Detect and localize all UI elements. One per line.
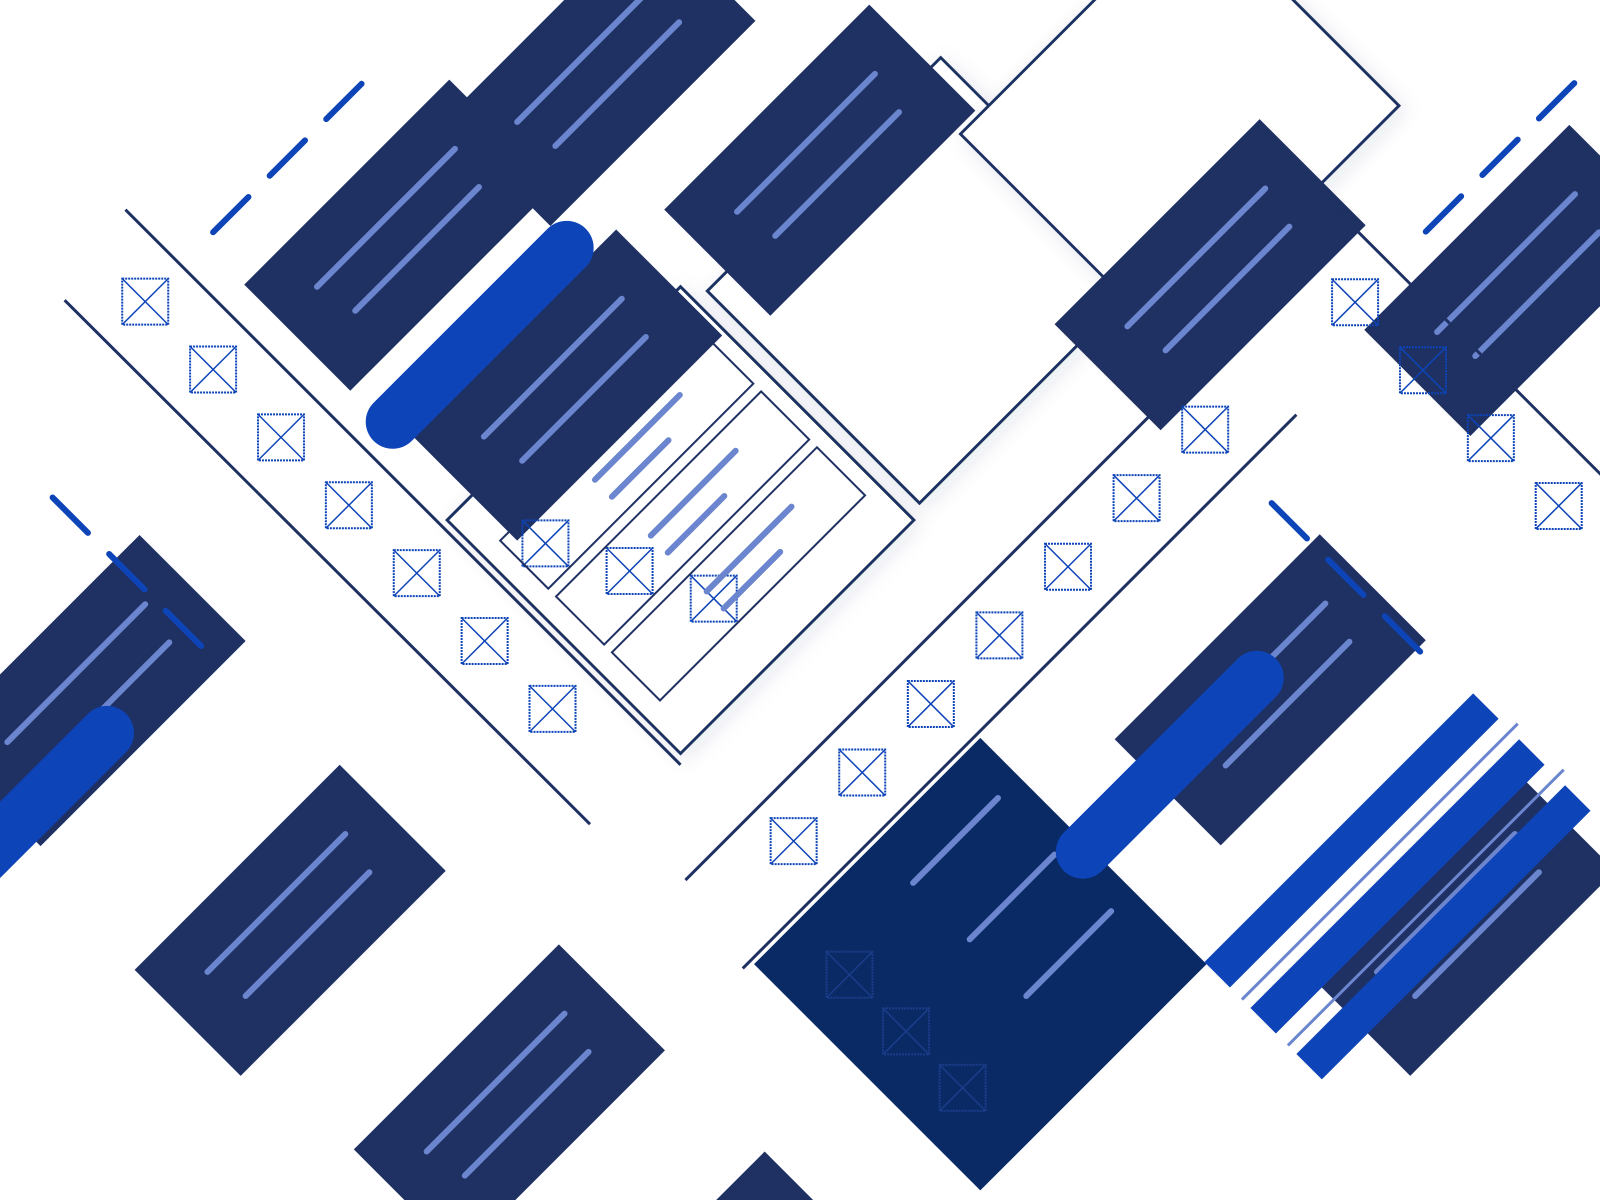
icon-cross: [1181, 406, 1229, 454]
icon-frame: [256, 413, 305, 462]
text-line: [1412, 869, 1542, 999]
list-row: [610, 445, 867, 702]
icon-cross: [121, 278, 169, 326]
text-line: [591, 391, 683, 483]
icon-cross: [1044, 543, 1092, 591]
dash: [266, 137, 309, 179]
dash: [1535, 80, 1578, 122]
divider: [741, 413, 1298, 970]
text-line: [461, 1048, 592, 1179]
dash: [162, 607, 205, 649]
text-line: [703, 503, 795, 595]
text-line: [314, 145, 458, 290]
pill: [365, 220, 594, 449]
card: [444, 0, 756, 226]
icon-cross: [907, 680, 955, 728]
text-line: [4, 601, 149, 746]
card: [353, 944, 665, 1200]
icon-cross: [770, 817, 818, 865]
dash: [1422, 193, 1465, 235]
card: [664, 4, 976, 316]
icon-cross: [528, 685, 577, 733]
pill: [0, 705, 135, 934]
text-line: [519, 333, 649, 464]
divider: [63, 299, 592, 826]
text-line: [1162, 223, 1293, 354]
image-placeholder: [769, 817, 818, 866]
icon-cross: [975, 611, 1023, 659]
text-line: [734, 70, 878, 215]
stripe-line: [1286, 768, 1565, 1047]
dash: [106, 551, 148, 593]
card: [1054, 119, 1366, 431]
image-placeholder: [1398, 346, 1447, 395]
divider: [124, 208, 682, 766]
text-line: [352, 184, 482, 314]
text-line: [1023, 908, 1115, 999]
stripe: [1204, 693, 1499, 988]
icon-cross: [690, 575, 738, 623]
dash: [1381, 613, 1424, 655]
list-row: [498, 334, 755, 591]
text-line: [772, 109, 902, 239]
image-placeholder: [256, 413, 305, 462]
icon-frame: [1398, 346, 1447, 395]
icon-cross: [939, 1064, 987, 1112]
dash: [210, 193, 252, 236]
card: [134, 764, 446, 1076]
stripe: [1250, 739, 1545, 1034]
text-line: [242, 869, 373, 999]
icon-frame: [324, 481, 373, 530]
divider: [1335, 209, 1600, 492]
icon-cross: [189, 345, 237, 394]
text-line: [966, 851, 1058, 943]
icon-cross: [1467, 414, 1515, 462]
icon-cross: [521, 519, 569, 567]
text-line: [423, 1010, 568, 1155]
text-line: [720, 548, 784, 612]
stripe: [1296, 785, 1591, 1080]
dash: [323, 80, 365, 123]
text-line: [910, 794, 1001, 886]
text-line: [514, 0, 659, 125]
dash: [49, 494, 91, 536]
icon-cross: [838, 749, 886, 797]
divider: [684, 354, 1212, 882]
dash: [1325, 556, 1367, 599]
icon-cross: [1113, 474, 1161, 522]
icon-cross: [1535, 482, 1583, 530]
text-line: [1472, 229, 1600, 360]
text-line: [1373, 831, 1518, 975]
text-line: [480, 295, 625, 440]
icon-cross: [393, 549, 441, 597]
dash: [1268, 500, 1310, 542]
text-line: [552, 19, 683, 150]
icon-cross: [606, 547, 654, 595]
list-row: [554, 389, 811, 646]
text-line: [664, 493, 728, 556]
dash: [1479, 136, 1521, 179]
pill: [1055, 650, 1284, 879]
card: [411, 229, 723, 541]
text-line: [1434, 191, 1578, 336]
card: [244, 79, 556, 391]
icon-cross: [825, 951, 874, 999]
image-placeholder: [324, 481, 373, 530]
icon-cross: [1399, 346, 1447, 394]
text-line: [608, 437, 672, 500]
text-line: [1124, 185, 1269, 330]
text-line: [204, 831, 349, 975]
card: [1364, 124, 1600, 436]
icon-cross: [882, 1007, 930, 1055]
icon-cross: [257, 413, 305, 461]
text-line: [647, 447, 739, 539]
icon-cross: [325, 481, 373, 529]
icon-cross: [461, 617, 509, 665]
text-line: [1222, 638, 1353, 769]
stripe-line: [1240, 722, 1519, 1001]
icon-cross: [1331, 278, 1379, 326]
